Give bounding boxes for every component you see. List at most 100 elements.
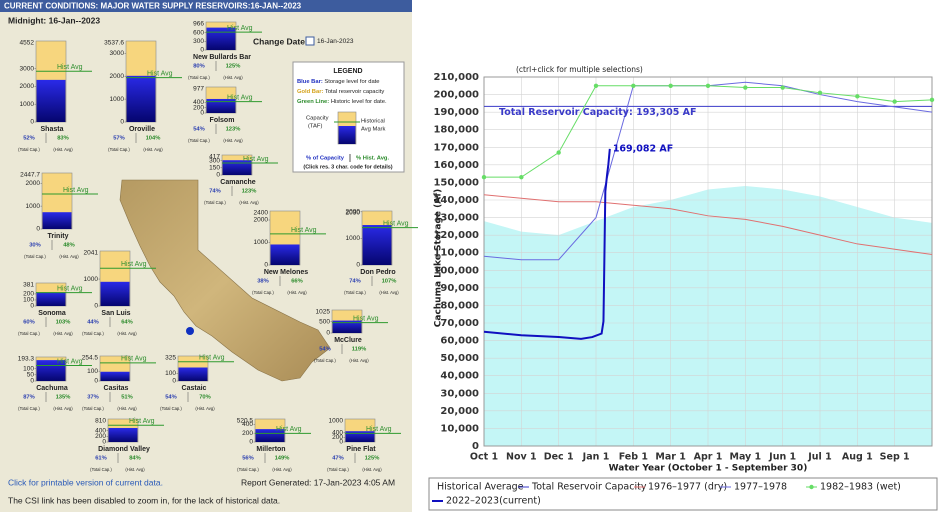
y-tick-label: 2000 [254,217,269,224]
storage-bar [222,160,252,175]
y-tick-label: 100,000 [433,265,479,276]
y-tick-label: 1000 [346,235,361,242]
y-tick-label: 0 [200,110,204,117]
capacity-label: 2447.7 [20,172,40,179]
total-cap-note: (Total Cap.) [82,406,104,411]
legend-label: 2022–2023(current) [446,496,541,507]
legend-text: Total reservoir capacity [325,89,384,95]
date-value[interactable]: 16-Jan-2023 [317,38,354,45]
legend-frame [428,477,938,511]
hist-avg-note: (Hist. Avg) [195,406,215,411]
pct-hist-avg: 125% [365,456,380,462]
pct-hist-avg: 123% [242,189,257,195]
y-tick-label: 0 [36,226,40,233]
capacity-label: 977 [193,86,204,93]
annotation: Total Reservoir Capacity: 193,305 AF [499,107,697,118]
y-tick-label: 2000 [346,209,361,216]
legend-marker [809,484,814,490]
y-tick-label: 400 [95,427,106,434]
legend-pct-hist: % Hist. Avg. [356,156,389,162]
storage-bar [178,367,208,381]
y-tick-label: 200 [332,434,343,441]
hist-avg-note: (Hist. Avg) [239,200,259,205]
total-cap-note: (Total Cap.) [252,290,274,295]
y-tick-label: 120,000 [433,230,479,241]
y-tick-label: 110,000 [433,248,479,259]
x-tick-label: Mar 1 [655,452,685,463]
storage-chart: (ctrl+click for multiple selections) Wat… [428,60,940,512]
total-cap-note: (Total Cap.) [18,331,40,336]
y-tick-label: 170,000 [433,142,479,153]
y-tick-label: 1000 [254,239,269,246]
y-tick-label: 0 [172,378,176,385]
legend-taf: (TAF) [308,124,322,130]
y-tick-label: 100 [23,365,34,372]
hist-avg-note: (Hist. Avg) [117,406,137,411]
hist-avg-label: Hist Avg [383,220,409,227]
y-tick-label: 200 [193,104,204,111]
x-tick-label: Apr 1 [694,452,723,463]
hist-avg-note: (Hist. Avg) [117,331,137,336]
y-tick-label: 400 [193,99,204,106]
total-cap-note: (Total Cap.) [237,467,259,472]
legend-historical: Historical [361,119,385,125]
storage-bar [255,429,285,442]
storage-bar [362,225,392,265]
legend-line: Blue Bar: Storage level for date [297,79,380,85]
hist-avg-label: Hist Avg [199,355,225,362]
pct-hist-avg: 48% [63,243,75,249]
capacity-label: 1025 [316,309,331,316]
pct-hist-avg: 103% [56,320,71,326]
hist-avg-label: Hist Avg [353,315,379,322]
total-cap-note: (Total Cap.) [160,406,182,411]
pct-capacity: 57% [113,136,125,142]
y-tick-label: 1000 [26,203,41,210]
hist-avg-note: (Hist. Avg) [223,138,243,143]
storage-bar [100,281,130,306]
legend-capacity: Capacity [306,116,329,122]
change-date-label: Change Date: [253,36,308,46]
y-tick-label: 0 [94,303,98,310]
y-tick-label: 0 [326,330,330,337]
storage-bar [108,427,138,442]
y-tick-label: 2000 [26,180,41,187]
marker [668,83,673,88]
hist-avg-label: Hist Avg [57,64,83,71]
marker [743,85,748,90]
pct-hist-avg: 64% [121,320,133,326]
y-tick-label: 1000 [20,101,35,108]
pct-capacity: 61% [95,456,107,462]
total-cap-note: (Total Cap.) [314,358,336,363]
footer-note: The CSI link has been disabled to zoom i… [8,495,280,505]
printable-link[interactable]: Click for printable version of current d… [8,477,163,487]
legend-line: Green Line: Historic level for date. [297,99,387,105]
pct-capacity: 30% [29,243,41,249]
hist-avg-label: Hist Avg [121,356,147,363]
hist-avg-note: (Hist. Avg) [349,358,369,363]
report-generated: Report Generated: 17-Jan-2023 4:05 AM [241,477,395,487]
y-tick-label: 400 [242,421,253,428]
y-tick-label: 150,000 [433,177,479,188]
y-tick-label: 0 [30,303,34,310]
reservoir-panel: CURRENT CONDITIONS: MAJOR WATER SUPPLY R… [0,0,412,512]
hist-avg-label: Hist Avg [129,418,155,425]
y-tick-label: 40,000 [440,371,479,382]
hist-avg-note: (Hist. Avg) [59,254,79,259]
total-cap-note: (Total Cap.) [188,138,210,143]
reservoir-name: Sonoma [38,310,66,317]
calendar-icon[interactable] [305,36,315,46]
y-tick-label: 300 [209,157,220,164]
hist-avg-note: (Hist. Avg) [287,290,307,295]
legend-key: Blue Bar: [297,79,323,85]
hist-avg-note: (Hist. Avg) [272,467,292,472]
pct-hist-avg: 123% [226,127,241,133]
total-cap-note: (Total Cap.) [108,147,130,152]
y-tick-label: 3000 [20,65,35,72]
y-tick-label: 90,000 [440,283,479,294]
y-tick-label: 400 [332,430,343,437]
x-tick-label: Jun 1 [768,452,796,463]
pct-hist-avg: 107% [382,279,397,285]
y-tick-label: 70,000 [440,318,479,329]
y-tick-label: 0 [356,262,360,269]
